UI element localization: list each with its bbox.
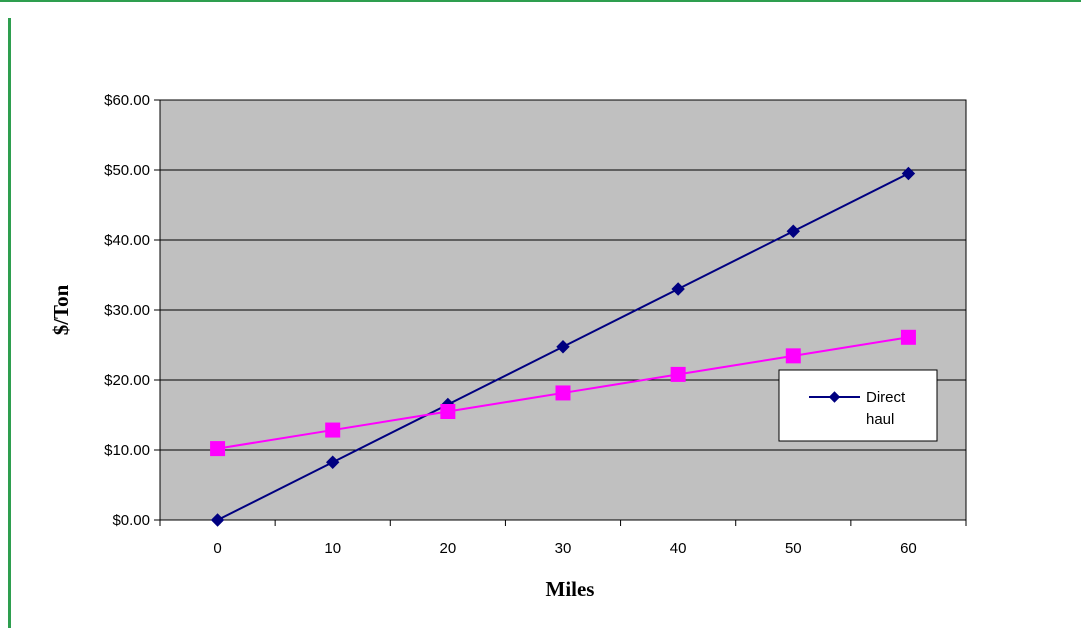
gridlines [160, 169, 966, 451]
x-tick-label: 20 [440, 540, 457, 557]
data-point-square [555, 385, 571, 401]
y-tick-label: $40.00 [104, 232, 150, 249]
y-tick-label: $50.00 [104, 162, 150, 179]
legend-label-line-1: Direct [866, 389, 906, 406]
slide-top-border [0, 0, 1081, 2]
data-point-diamond [556, 340, 570, 354]
data-point-square [440, 404, 456, 419]
y-tick-label: $30.00 [104, 302, 150, 319]
data-point-diamond [901, 166, 916, 181]
data-point-square [670, 366, 686, 382]
slide-left-border [8, 18, 11, 628]
x-tick-label: 0 [213, 540, 221, 557]
legend-label-line-2: haul [866, 411, 894, 428]
x-axis-title: Miles [546, 577, 595, 601]
legend: Direct haul [778, 369, 938, 442]
y-tick-label: $60.00 [104, 92, 150, 109]
y-tick-label: $10.00 [104, 442, 150, 459]
data-point-diamond [671, 282, 685, 296]
y-axis-title: $/Ton [49, 284, 73, 335]
series-layer [210, 166, 916, 527]
data-point-diamond [210, 513, 225, 527]
data-point-square [785, 348, 801, 364]
y-tick-label: $20.00 [104, 372, 150, 389]
data-point-square [210, 441, 226, 457]
axes: $0.00 $10.00 $20.00 $30.00 $40.00 $50.00 $60.0… [104, 92, 967, 557]
x-tick-label: 40 [670, 540, 687, 557]
data-point-diamond [786, 224, 800, 238]
x-tick-label: 30 [555, 540, 572, 557]
data-point-square [325, 422, 341, 438]
legend-box [778, 369, 938, 442]
y-tick-label: $0.00 [112, 512, 150, 529]
data-point-square [900, 329, 916, 345]
x-tick-label: 60 [900, 540, 917, 557]
x-tick-label: 10 [324, 540, 341, 557]
x-tick-label: 50 [785, 540, 802, 557]
data-point-diamond [326, 455, 340, 469]
legend-marker-direct-haul [828, 391, 841, 403]
